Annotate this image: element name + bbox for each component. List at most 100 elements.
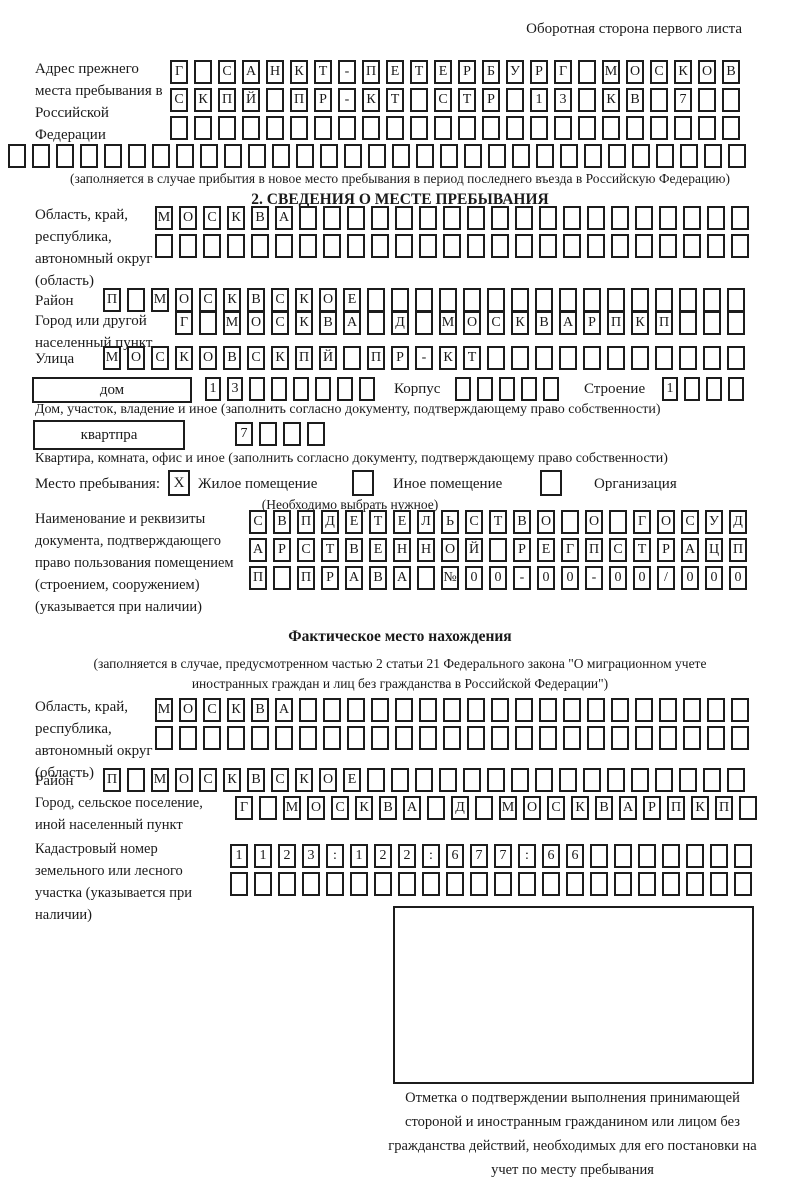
char-box[interactable]: С [547,796,565,820]
char-box[interactable] [680,144,698,168]
char-box[interactable]: К [295,768,313,792]
char-box[interactable]: Е [434,60,452,84]
char-box[interactable]: 1 [662,377,678,401]
char-box[interactable]: А [275,206,293,230]
char-box[interactable] [194,60,212,84]
char-box[interactable]: А [275,698,293,722]
char-box[interactable] [590,844,608,868]
char-box[interactable] [506,88,524,112]
char-box[interactable] [727,346,745,370]
char-box[interactable] [683,206,701,230]
char-box[interactable] [698,116,716,140]
char-box[interactable] [539,206,557,230]
char-box[interactable] [371,206,389,230]
char-box[interactable] [511,288,529,312]
char-box[interactable]: С [271,768,289,792]
char-box[interactable] [464,144,482,168]
char-box[interactable]: С [681,510,699,534]
char-box[interactable]: 1 [205,377,221,401]
char-box[interactable] [535,288,553,312]
char-box[interactable] [684,377,700,401]
char-box[interactable]: О [247,311,265,335]
char-box[interactable] [590,872,608,896]
char-box[interactable] [367,288,385,312]
char-box[interactable]: Т [321,538,339,562]
char-box[interactable] [391,768,409,792]
char-box[interactable]: С [297,538,315,562]
char-box[interactable]: П [249,566,267,590]
char-box[interactable]: К [223,288,241,312]
char-box[interactable] [703,311,721,335]
char-box[interactable] [734,844,752,868]
char-box[interactable]: 7 [235,422,253,446]
char-box[interactable] [530,116,548,140]
char-box[interactable] [536,144,554,168]
char-box[interactable] [554,116,572,140]
char-box[interactable] [475,796,493,820]
char-box[interactable]: С [203,206,221,230]
char-box[interactable] [703,288,721,312]
char-box[interactable]: С [271,311,289,335]
char-box[interactable] [728,377,744,401]
char-box[interactable] [463,288,481,312]
char-box[interactable]: В [223,346,241,370]
char-box[interactable]: С [199,768,217,792]
char-box[interactable]: В [513,510,531,534]
char-box[interactable] [511,768,529,792]
char-box[interactable]: С [218,60,236,84]
char-box[interactable]: К [271,346,289,370]
char-box[interactable] [584,144,602,168]
char-box[interactable]: В [319,311,337,335]
char-box[interactable]: Е [537,538,555,562]
char-box[interactable] [302,872,320,896]
char-box[interactable]: 2 [278,844,296,868]
char-box[interactable]: 2 [374,844,392,868]
char-box[interactable] [251,234,269,258]
char-box[interactable] [299,698,317,722]
char-box[interactable]: 2 [398,844,416,868]
char-box[interactable] [176,144,194,168]
char-box[interactable] [659,234,677,258]
char-box[interactable] [679,346,697,370]
char-box[interactable] [395,726,413,750]
char-box[interactable] [559,768,577,792]
char-box[interactable]: П [367,346,385,370]
char-box[interactable] [542,872,560,896]
char-box[interactable] [563,206,581,230]
char-box[interactable]: Е [386,60,404,84]
char-box[interactable]: В [369,566,387,590]
char-box[interactable]: Т [369,510,387,534]
char-box[interactable] [337,377,353,401]
char-box[interactable] [251,726,269,750]
char-box[interactable] [367,311,385,335]
char-box[interactable]: 0 [729,566,747,590]
char-box[interactable]: У [705,510,723,534]
char-box[interactable] [635,206,653,230]
char-box[interactable] [566,872,584,896]
char-box[interactable]: П [729,538,747,562]
char-box[interactable]: К [631,311,649,335]
char-box[interactable] [296,144,314,168]
char-box[interactable]: / [657,566,675,590]
char-box[interactable]: В [379,796,397,820]
char-box[interactable] [391,288,409,312]
char-box[interactable] [443,234,461,258]
char-box[interactable]: 1 [230,844,248,868]
char-box[interactable] [230,872,248,896]
char-box[interactable]: Н [417,538,435,562]
char-box[interactable]: О [626,60,644,84]
char-box[interactable]: С [199,288,217,312]
char-box[interactable] [731,206,749,230]
char-box[interactable] [227,234,245,258]
char-box[interactable]: С [203,698,221,722]
char-box[interactable]: П [103,768,121,792]
char-box[interactable]: П [295,346,313,370]
char-box[interactable]: - [513,566,531,590]
char-box[interactable] [662,872,680,896]
char-box[interactable]: О [175,768,193,792]
char-box[interactable] [266,116,284,140]
char-box[interactable] [443,726,461,750]
char-box[interactable]: М [103,346,121,370]
char-box[interactable] [583,768,601,792]
char-box[interactable] [563,234,581,258]
